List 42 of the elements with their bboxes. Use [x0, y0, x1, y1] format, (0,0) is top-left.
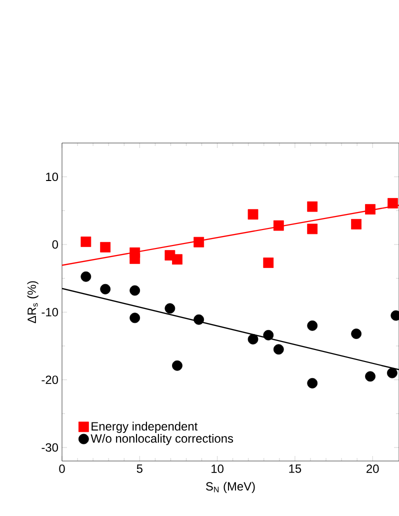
point — [80, 236, 92, 247]
point — [248, 334, 258, 344]
point — [100, 284, 111, 294]
point — [307, 378, 318, 388]
point — [194, 236, 204, 248]
point — [248, 209, 258, 220]
point — [388, 198, 398, 208]
x-tick-label: 20 — [366, 464, 379, 473]
x-tick-label: 0 — [59, 464, 65, 473]
x-axis-title: S$_{N}$ (MeV) — [206, 482, 255, 493]
legend-label: Energy independent — [92, 422, 198, 433]
point — [386, 368, 398, 378]
point — [263, 258, 274, 268]
y-axis-title: ΔR$_{s}$ (%) — [27, 281, 38, 324]
x-tick-label: 15 — [289, 464, 302, 473]
point — [365, 371, 376, 382]
point — [273, 344, 284, 355]
point — [263, 330, 274, 340]
point — [172, 254, 182, 265]
point — [100, 242, 111, 252]
point — [130, 312, 140, 324]
x-tick-label: 10 — [212, 464, 224, 473]
point — [194, 314, 204, 325]
point — [130, 254, 140, 264]
point — [273, 220, 284, 231]
x-tick-label: 5 — [136, 464, 142, 473]
point — [307, 201, 318, 212]
y-tick-label: -30 — [42, 443, 58, 452]
point — [80, 271, 92, 282]
legend-label: W/o nonlocality corrections — [90, 434, 234, 446]
point — [164, 303, 176, 314]
point — [307, 320, 318, 331]
point — [365, 204, 376, 215]
y-tick-label: 0 — [52, 240, 58, 249]
point — [172, 360, 182, 371]
point — [351, 328, 362, 339]
point — [351, 218, 362, 230]
point — [130, 285, 140, 296]
point — [307, 224, 318, 234]
y-tick-label: -20 — [42, 376, 58, 384]
y-tick-label: -10 — [42, 308, 58, 316]
y-tick-label: 10 — [46, 172, 58, 182]
